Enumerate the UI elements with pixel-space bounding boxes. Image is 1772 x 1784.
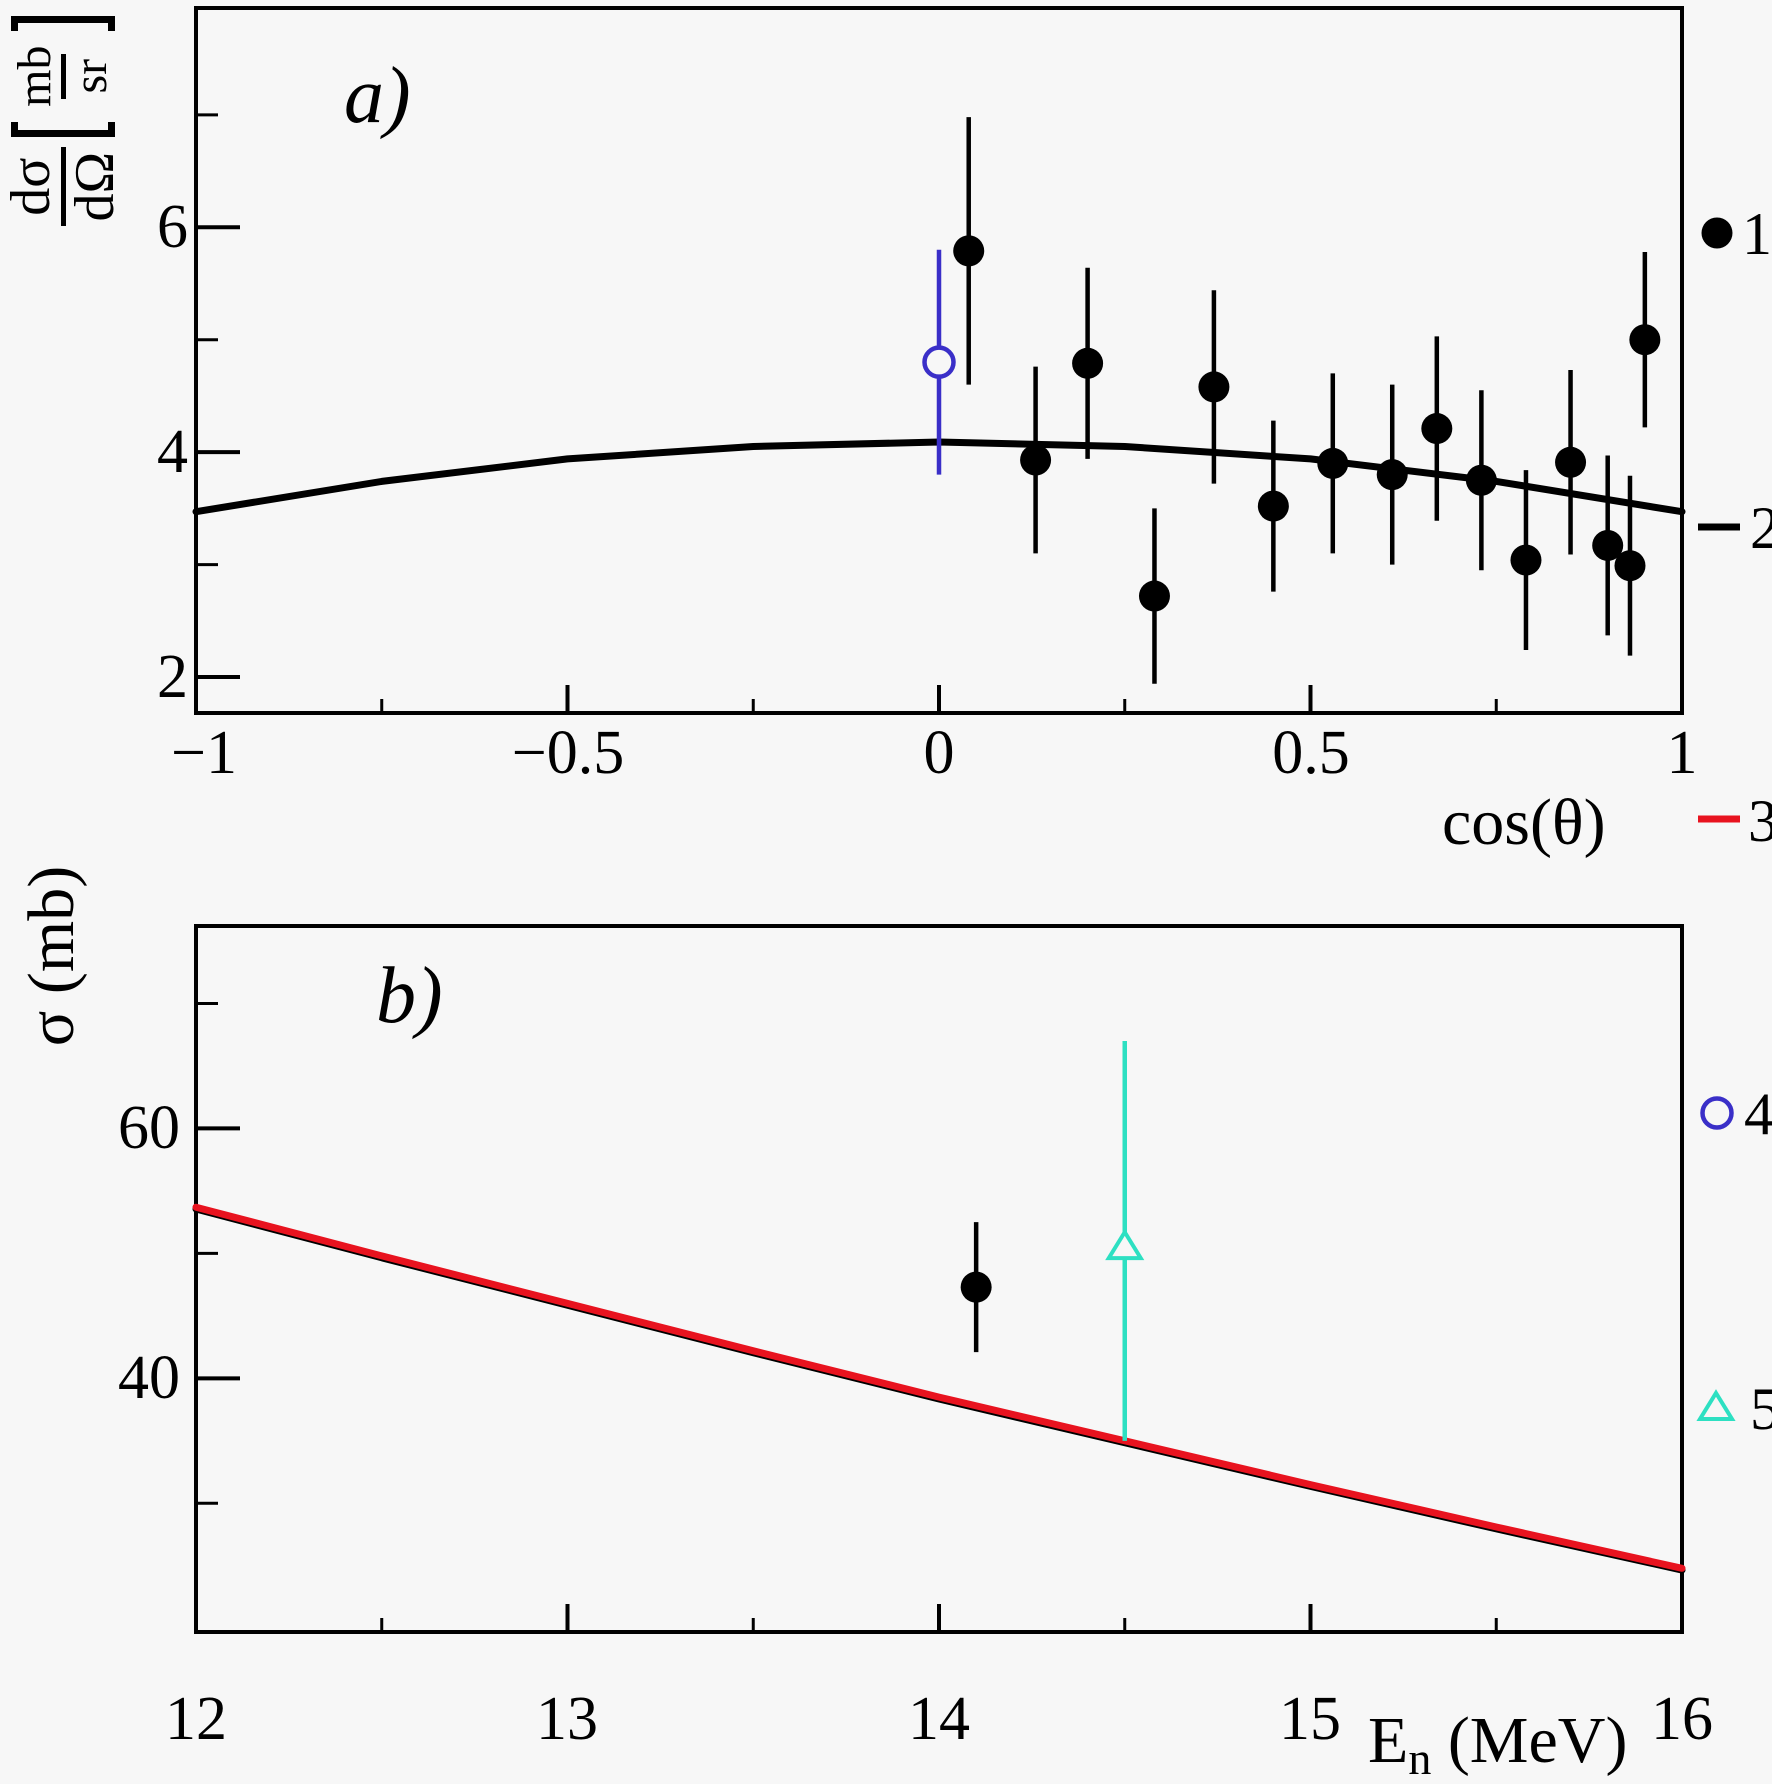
b-x-tick-14: 14 xyxy=(908,1685,970,1753)
a-x-tick-neg1: −1 xyxy=(171,719,237,787)
panel-a-series-1-marker xyxy=(1138,580,1170,612)
legend-marker-5 xyxy=(1696,1389,1736,1421)
a-x-axis-title: cos(θ) xyxy=(1442,786,1606,859)
panel-a-series-1-marker xyxy=(1376,459,1408,491)
panel-a-series-1-marker xyxy=(1317,447,1349,479)
panel-a-label: a) xyxy=(344,52,411,140)
en-symbol: E xyxy=(1368,1704,1409,1777)
a-y-tick-6: 6 xyxy=(157,193,188,261)
panel-a-series-1-marker xyxy=(1614,550,1646,582)
b-x-tick-13: 13 xyxy=(536,1685,598,1753)
a-x-tick-1: 1 xyxy=(1666,719,1698,787)
panel-a-series-1-marker xyxy=(1465,464,1497,496)
left-bracket xyxy=(11,121,115,137)
dsigma: dσ xyxy=(0,157,62,216)
panel-a-series-1-marker xyxy=(1020,444,1052,476)
panel-b-label: b) xyxy=(376,952,443,1040)
panel-b-series-5-marker xyxy=(1105,1228,1145,1261)
b-y-tick-40: 40 xyxy=(118,1344,180,1412)
en-subscript: n xyxy=(1408,1733,1432,1784)
panel-a-series-1-marker xyxy=(1510,544,1542,576)
mb-sr-fraction: mb sr xyxy=(8,41,117,112)
b-y-tick-60: 60 xyxy=(118,1094,180,1162)
a-y-tick-2: 2 xyxy=(157,643,188,711)
legend-label-4: 4 xyxy=(1744,1081,1772,1147)
panel-b-series-1-marker xyxy=(960,1271,992,1303)
a-x-tick-05: 0.5 xyxy=(1272,719,1350,787)
legend-marker-1 xyxy=(1701,217,1733,249)
panel-a-series-1-marker xyxy=(1629,324,1661,356)
b-x-tick-16: 16 xyxy=(1651,1685,1713,1753)
mb-unit: mb xyxy=(8,45,62,107)
panel-a-series-1-marker xyxy=(953,235,985,267)
panel-a-series-1-marker xyxy=(1257,490,1289,522)
panel-a-series-4-marker xyxy=(922,345,956,379)
panel-b-curve-3 xyxy=(192,1203,1686,1572)
b-x-axis-title: En (MeV) xyxy=(1368,1708,1627,1782)
panel-a-series-1-marker xyxy=(1555,446,1587,478)
mev-unit: (MeV) xyxy=(1431,1704,1628,1777)
legend-label-3: 3 xyxy=(1748,788,1772,854)
b-x-tick-12: 12 xyxy=(165,1685,227,1753)
legend-label-5: 5 xyxy=(1750,1376,1772,1442)
right-bracket xyxy=(11,15,115,31)
legend-label-2: 2 xyxy=(1750,495,1772,561)
panel-a-series-1-marker xyxy=(1198,371,1230,403)
a-x-tick-neg05: −0.5 xyxy=(511,719,625,787)
sr-unit: sr xyxy=(60,53,117,99)
b-x-tick-15: 15 xyxy=(1279,1685,1341,1753)
panel-a-series-1-marker xyxy=(1592,529,1624,561)
panel-b-y-axis-title: σ (mb) xyxy=(15,865,88,1047)
a-x-tick-0: 0 xyxy=(923,719,955,787)
legend-label-1: 1 xyxy=(1742,201,1772,267)
panel-a-series-1-marker xyxy=(1072,347,1104,379)
panel-a-series-1-marker xyxy=(1421,413,1453,445)
legend-marker-4 xyxy=(1700,1096,1734,1130)
a-y-tick-4: 4 xyxy=(157,418,188,486)
